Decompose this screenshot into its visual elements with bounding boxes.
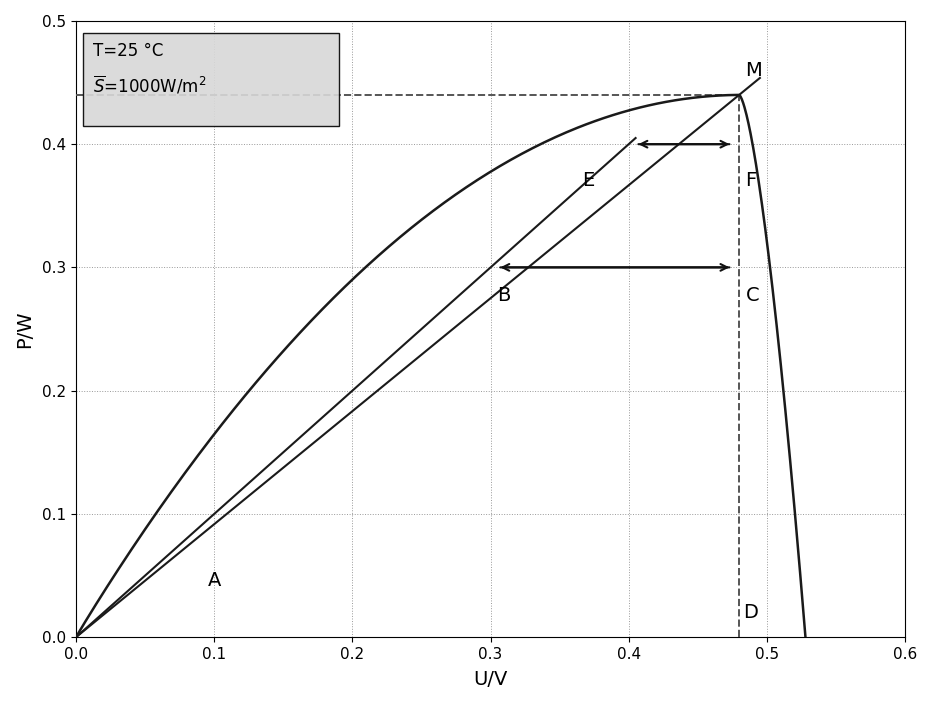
- Text: M: M: [745, 61, 761, 80]
- Text: D: D: [744, 603, 758, 622]
- Text: B: B: [498, 286, 511, 305]
- Text: E: E: [582, 171, 595, 190]
- Text: T=25 °C: T=25 °C: [93, 42, 163, 60]
- Y-axis label: P/W: P/W: [15, 310, 34, 348]
- Text: F: F: [745, 171, 756, 190]
- Text: C: C: [746, 286, 760, 305]
- Text: A: A: [208, 571, 221, 590]
- X-axis label: U/V: U/V: [473, 670, 508, 689]
- Text: $\overline{S}$=1000W/m$^2$: $\overline{S}$=1000W/m$^2$: [93, 74, 206, 96]
- FancyBboxPatch shape: [83, 33, 338, 126]
